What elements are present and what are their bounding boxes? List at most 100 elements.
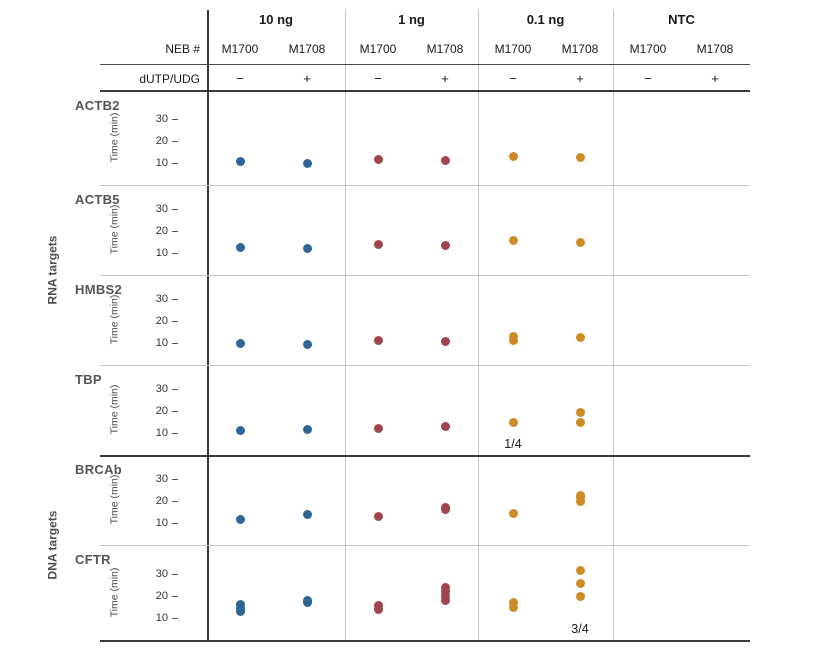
data-point	[575, 491, 585, 500]
neb-row-label: NEB #	[165, 42, 200, 56]
data-point	[235, 157, 245, 167]
y-tick-mark	[172, 230, 178, 232]
data-point	[575, 333, 585, 342]
header-bottom-divider	[100, 90, 750, 92]
scatter-panel	[207, 275, 750, 365]
neb-column-header: M1708	[696, 42, 734, 56]
y-tick-mark	[172, 118, 178, 120]
y-tick-20: 20	[155, 405, 168, 417]
dutp-value: −	[374, 71, 382, 86]
data-point	[373, 511, 383, 521]
scatter-panel	[207, 455, 750, 545]
y-tick-mark	[172, 478, 178, 480]
y-tick-10: 10	[155, 157, 168, 169]
data-point	[440, 240, 450, 250]
scatter-panel: 3/4	[207, 545, 750, 640]
data-point	[575, 591, 585, 601]
dutp-value: +	[303, 71, 311, 86]
y-tick-mark	[172, 522, 178, 524]
target-row: CFTR Time (min) 30 20 10 3/4	[0, 545, 750, 640]
y-tick-mark	[172, 432, 178, 434]
fraction-annotation: 3/4	[571, 622, 589, 636]
neb-column-header: M1708	[561, 42, 599, 56]
data-point	[440, 337, 450, 347]
y-tick-20: 20	[155, 590, 168, 602]
neb-column-header: M1700	[494, 42, 532, 56]
data-point	[508, 598, 518, 608]
y-tick-mark	[172, 410, 178, 412]
y-tick-mark	[172, 573, 178, 575]
data-point	[575, 566, 585, 576]
scatter-panel	[207, 91, 750, 185]
y-tick-mark	[172, 320, 178, 322]
neb-column-header: M1700	[221, 42, 259, 56]
group-divider	[100, 455, 750, 457]
data-point	[575, 237, 585, 247]
data-point	[302, 509, 312, 519]
y-tick-30: 30	[155, 383, 168, 395]
target-name: BRCAb	[75, 462, 122, 477]
y-axis-label: Time (min)	[108, 474, 121, 525]
data-point	[575, 407, 585, 417]
data-point	[235, 600, 245, 610]
scatter-panel: 1/4	[207, 365, 750, 455]
dutp-value: −	[644, 71, 652, 86]
y-tick-mark	[172, 595, 178, 597]
data-point	[235, 338, 245, 348]
y-tick-20: 20	[155, 315, 168, 327]
data-point	[508, 508, 518, 518]
dutp-value: −	[236, 71, 244, 86]
dutp-value: +	[441, 71, 449, 86]
y-tick-mark	[172, 500, 178, 502]
y-tick-10: 10	[155, 337, 168, 349]
row-divider	[100, 365, 750, 366]
target-row: ACTB2 Time (min) 30 20 10	[0, 91, 750, 185]
row-divider	[100, 275, 750, 276]
data-point	[508, 151, 518, 161]
y-tick-30: 30	[155, 113, 168, 125]
grid-vline-axis	[207, 10, 209, 640]
target-name: ACTB2	[75, 98, 120, 113]
y-tick-10: 10	[155, 612, 168, 624]
y-tick-10: 10	[155, 247, 168, 259]
target-name: ACTB5	[75, 192, 120, 207]
data-point	[373, 424, 383, 434]
neb-column-header: M1700	[629, 42, 667, 56]
y-tick-mark	[172, 162, 178, 164]
y-axis-label: Time (min)	[108, 384, 121, 435]
target-name: TBP	[75, 372, 102, 387]
y-tick-10: 10	[155, 427, 168, 439]
neb-column-header: M1700	[359, 42, 397, 56]
target-row: HMBS2 Time (min) 30 20 10	[0, 275, 750, 365]
y-tick-mark	[172, 388, 178, 390]
y-axis-label: Time (min)	[108, 112, 121, 163]
target-row: TBP Time (min) 30 20 10 1/4	[0, 365, 750, 455]
data-point	[575, 417, 585, 427]
y-tick-20: 20	[155, 225, 168, 237]
data-point	[508, 236, 518, 246]
grid-vline	[613, 10, 614, 640]
data-point	[440, 503, 450, 513]
y-axis-label: Time (min)	[108, 567, 121, 617]
y-tick-mark	[172, 298, 178, 300]
data-point	[373, 239, 383, 249]
dutp-row-label: dUTP/UDG	[139, 72, 200, 86]
target-row: BRCAb Time (min) 30 20 10	[0, 455, 750, 545]
data-point	[575, 153, 585, 162]
y-tick-30: 30	[155, 293, 168, 305]
data-point	[235, 426, 245, 436]
neb-column-header: M1708	[288, 42, 326, 56]
data-point	[302, 158, 312, 168]
concentration-header-01ng: 0.1 ng	[526, 12, 565, 27]
concentration-header-10ng: 10 ng	[259, 12, 293, 27]
data-point	[302, 244, 312, 254]
table-bottom-divider	[100, 640, 750, 642]
row-divider	[100, 545, 750, 546]
data-point	[235, 243, 245, 252]
data-point	[235, 515, 245, 525]
y-axis-label: Time (min)	[108, 204, 121, 255]
dutp-value: +	[711, 71, 719, 86]
scatter-panel	[207, 185, 750, 275]
fraction-annotation: 1/4	[504, 437, 522, 451]
